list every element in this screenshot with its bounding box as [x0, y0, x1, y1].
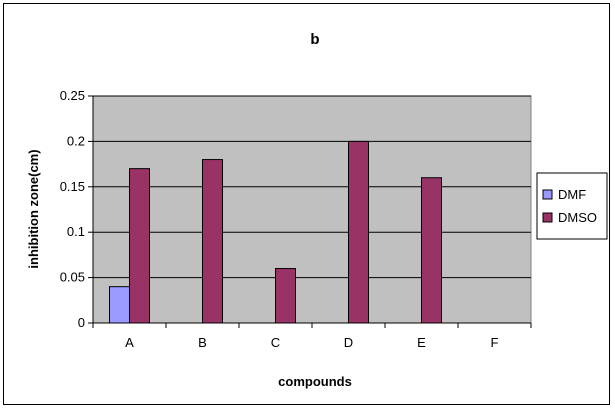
y-tick-label: 0 — [78, 315, 85, 330]
x-axis-title: compounds — [278, 374, 352, 389]
y-tick-label: 0.2 — [67, 133, 85, 148]
axes — [88, 95, 532, 328]
legend-swatch-dmso — [542, 212, 553, 223]
bar-dmf-a — [109, 286, 130, 324]
x-tick-label: A — [125, 335, 134, 350]
x-tick-label: B — [198, 335, 207, 350]
legend-label-dmso: DMSO — [558, 210, 597, 225]
y-tick-label: 0.15 — [60, 179, 85, 194]
bar-dmso-e — [421, 177, 442, 324]
y-tick-labels: 0 0.05 0.1 0.15 0.2 0.25 — [60, 88, 85, 330]
bar-dmso-b — [202, 159, 223, 324]
y-tick-label: 0.1 — [67, 224, 85, 239]
x-tick-label: D — [344, 335, 353, 350]
y-tick-label: 0.05 — [60, 270, 85, 285]
plot-area — [92, 95, 532, 324]
y-tick-label: 0.25 — [60, 88, 85, 103]
bar-dmso-c — [275, 268, 296, 324]
chart-frame: b 0 0.05 0.1 0.15 0.2 0.25 A B C D E F compounds i… — [3, 3, 610, 405]
chart-title: b — [310, 31, 319, 48]
x-tick-label: C — [271, 335, 280, 350]
x-tick-label: F — [491, 335, 499, 350]
bar-dmso-d — [348, 140, 369, 324]
legend-box — [536, 172, 608, 240]
gridlines — [93, 95, 531, 279]
bar-dmso-a — [129, 168, 150, 324]
x-tick-labels: A B C D E F — [125, 335, 498, 350]
legend: DMF DMSO — [536, 172, 608, 240]
x-tick-label: E — [417, 335, 426, 350]
bar-chart: b 0 0.05 0.1 0.15 0.2 0.25 A B C D E F compounds i… — [26, 31, 608, 389]
legend-label-dmf: DMF — [558, 187, 586, 202]
legend-swatch-dmf — [542, 189, 553, 200]
y-axis-title: inhibition zone(cm) — [26, 149, 41, 268]
